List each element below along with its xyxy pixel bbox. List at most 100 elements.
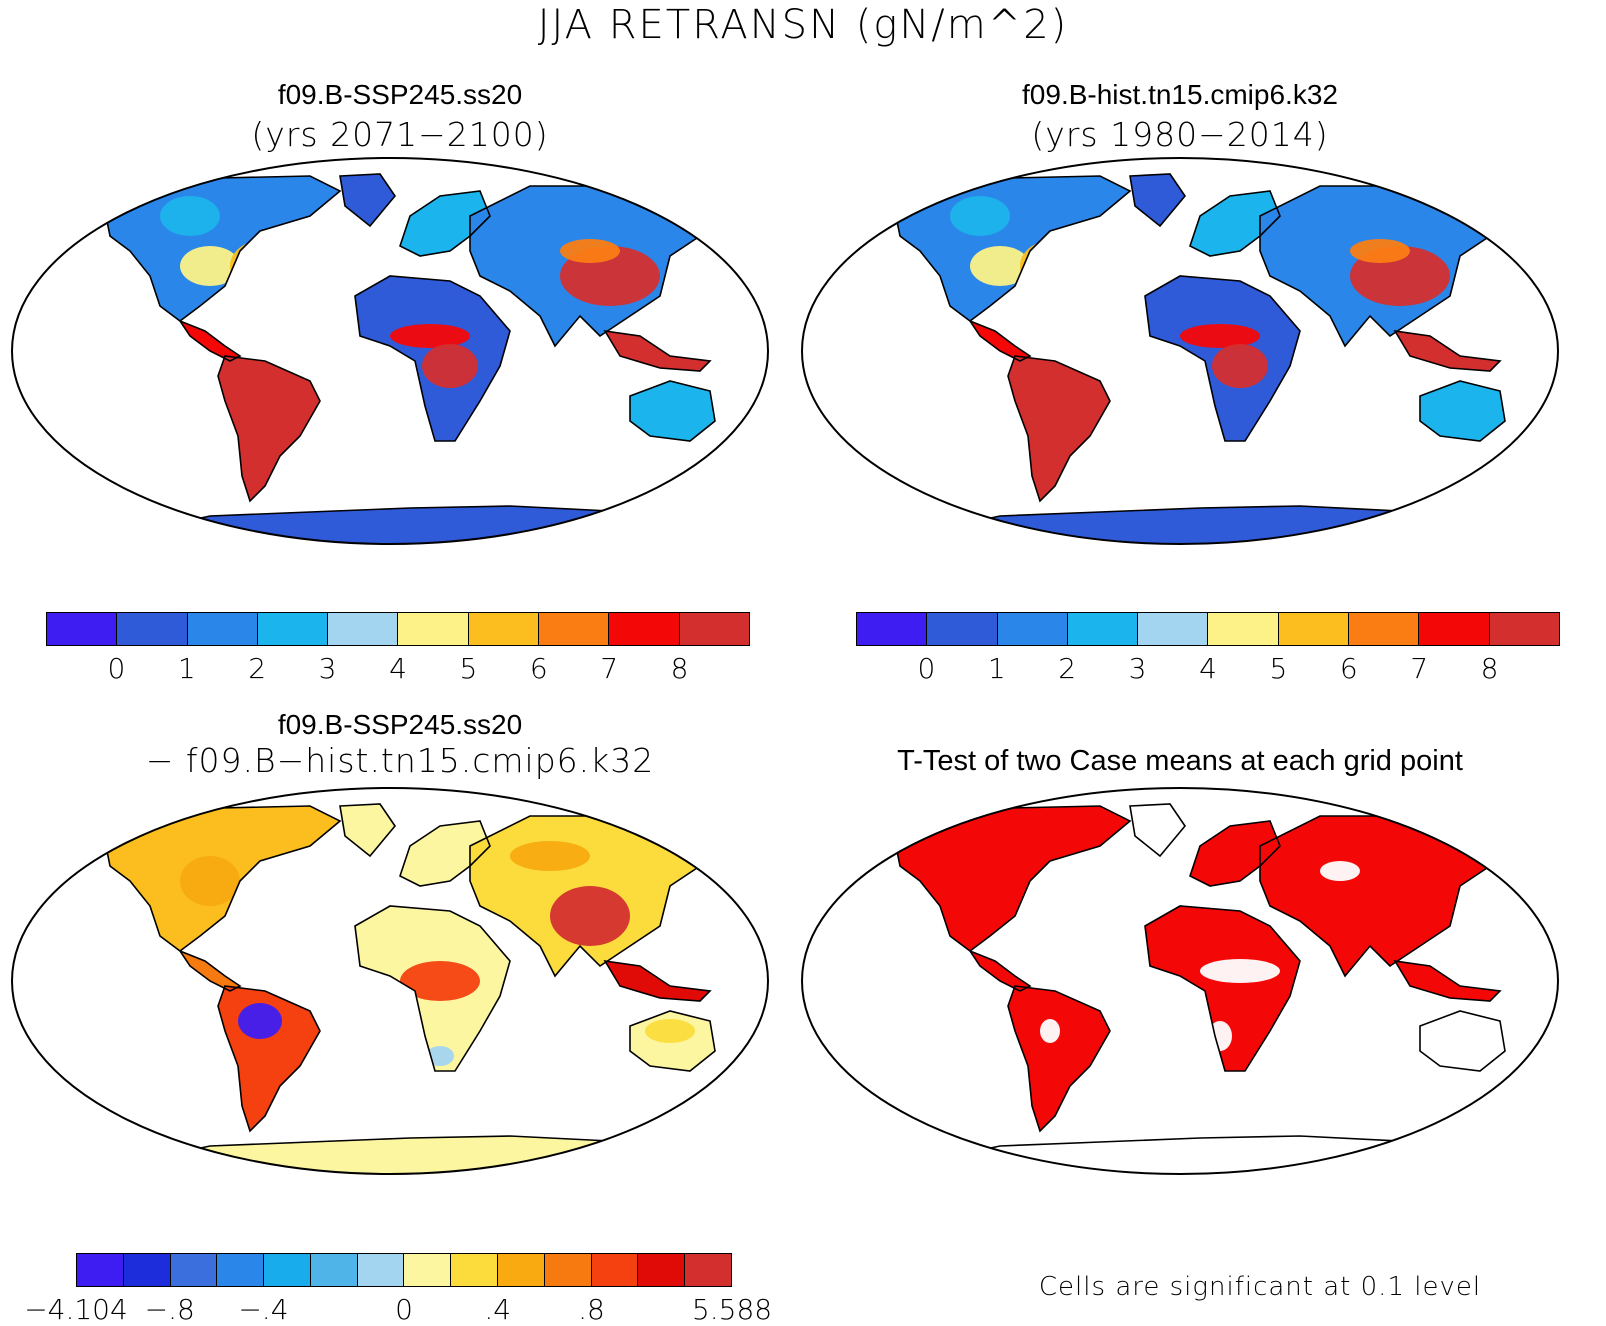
coastline-greenland [339, 803, 397, 858]
coastline-africa [354, 275, 511, 442]
colorbar-tick-label: 2 [248, 652, 267, 685]
field-patch [180, 246, 240, 286]
colorbar-tick-label: 5 [459, 652, 478, 685]
colorbar-panel-1 [46, 612, 750, 646]
colorbar-tick-label: 8 [1480, 652, 1499, 685]
landmass-seasia [605, 961, 710, 1001]
landmass-camerica [970, 321, 1030, 361]
colorbar-swatch [328, 613, 399, 645]
coastline-australia [1419, 1010, 1506, 1072]
coastline-seasia [1393, 329, 1502, 372]
colorbar-swatch [1208, 613, 1279, 645]
landmass-camerica [180, 951, 240, 991]
colorbar-panel-1-labels: 0 1 2 3 4 5 6 7 8 [46, 652, 750, 688]
colorbar-tick-label: −.4 [238, 1293, 289, 1326]
coastline-europe [399, 820, 491, 887]
colorbar-swatch [123, 1254, 171, 1286]
coastline-seasia [603, 329, 712, 372]
field-patch [1212, 344, 1268, 388]
colorbar-tick-label: −.8 [144, 1293, 195, 1326]
colorbar-swatch [679, 613, 749, 645]
colorbar-swatch [927, 613, 998, 645]
field-patch [1200, 959, 1280, 983]
landmass-seasia [605, 331, 710, 371]
coastline-antarctica [137, 1135, 663, 1174]
coastline-samerica [217, 355, 321, 503]
colorbar-swatch [1067, 613, 1139, 645]
coastline-camerica [967, 319, 1032, 362]
coastline-camerica [967, 949, 1032, 992]
panel-1-subtitle: (yrs 2071−2100) [251, 115, 549, 154]
field-patch [400, 961, 480, 1001]
colorbar-tick-label: 1 [177, 652, 196, 685]
colorbar-swatch [468, 613, 540, 645]
colorbar-swatch [591, 1254, 639, 1286]
significance-note: Cells are significant at 0.1 level [1038, 1272, 1482, 1302]
landmass-australia [1420, 1011, 1505, 1071]
colorbar-swatch [638, 1254, 686, 1286]
colorbar-swatch [997, 613, 1068, 645]
colorbar-swatch [264, 1254, 311, 1286]
coastline-europe [399, 190, 491, 257]
field-patch [426, 1046, 454, 1066]
panel-3-subtitle: − f09.B−hist.tn15.cmip6.k32 [145, 741, 655, 780]
colorbar-swatch [1278, 613, 1350, 645]
coastline-antarctica [927, 1135, 1453, 1174]
colorbar-tick-label: 3 [318, 652, 337, 685]
colorbar-tick-label: 7 [1410, 652, 1429, 685]
field-patch [1320, 861, 1360, 881]
map-panel-4 [801, 787, 1559, 1175]
colorbar-swatch [217, 1254, 265, 1286]
colorbar-tick-label: 5.588 [691, 1293, 773, 1326]
field-patch [180, 856, 240, 906]
colorbar-swatch [1419, 613, 1490, 645]
coastline-australia [629, 1010, 716, 1072]
coastline-seasia [603, 959, 712, 1002]
field-patch [550, 886, 630, 946]
colorbar-swatch [404, 1254, 452, 1286]
colorbar-swatch [170, 1254, 218, 1286]
field-patch [950, 196, 1010, 236]
panel-3-title: f09.B-SSP245.ss20 [277, 709, 523, 740]
coastline-africa [354, 905, 511, 1072]
colorbar-swatch [685, 1254, 731, 1286]
coastline-camerica [177, 949, 242, 992]
colorbar-panel-3-labels: −4.104 −.8 −.4 0 .4 .8 5.588 [24, 1293, 772, 1326]
colorbar-swatch [609, 613, 680, 645]
landmass-camerica [180, 321, 240, 361]
map-panel-1 [11, 157, 769, 545]
main-title: JJA RETRANSN (gN/m^2) [537, 2, 1069, 48]
field-patch [390, 324, 470, 348]
field-patch [160, 196, 220, 236]
colorbar-swatch [498, 1254, 545, 1286]
colorbar-swatch [544, 1254, 592, 1286]
coastline-namerica [894, 175, 1132, 322]
landmass-australia [1420, 381, 1505, 441]
panel-4-title: T-Test of two Case means at each grid po… [897, 745, 1463, 777]
coastline-africa [1144, 275, 1301, 442]
coastline-greenland [339, 173, 397, 228]
coastline-samerica [217, 985, 321, 1133]
field-patch [1180, 324, 1260, 348]
coastline-greenland [1129, 803, 1187, 858]
field-patch [645, 1019, 695, 1043]
colorbar-swatch [1138, 613, 1209, 645]
colorbar-tick-label: 6 [1339, 652, 1358, 685]
landmass-europe [1190, 821, 1280, 886]
coastline-antarctica [927, 505, 1453, 544]
coastline-australia [629, 380, 716, 442]
colorbar-swatch [357, 1254, 405, 1286]
panel-2-subtitle: (yrs 1980−2014) [1031, 115, 1329, 154]
colorbar-panel-2 [856, 612, 1560, 646]
colorbar-swatch [47, 613, 118, 645]
field-patch [1015, 356, 1085, 406]
field-patch [225, 356, 295, 406]
field-patch [1040, 1019, 1060, 1043]
colorbar-swatch [77, 1254, 124, 1286]
colorbar-tick-label: 0 [107, 652, 126, 685]
coastline-europe [1189, 820, 1281, 887]
coastline-samerica [1007, 355, 1111, 503]
colorbar-tick-label: −4.104 [24, 1293, 128, 1326]
coastline-europe [1189, 190, 1281, 257]
map-border [801, 157, 1559, 545]
